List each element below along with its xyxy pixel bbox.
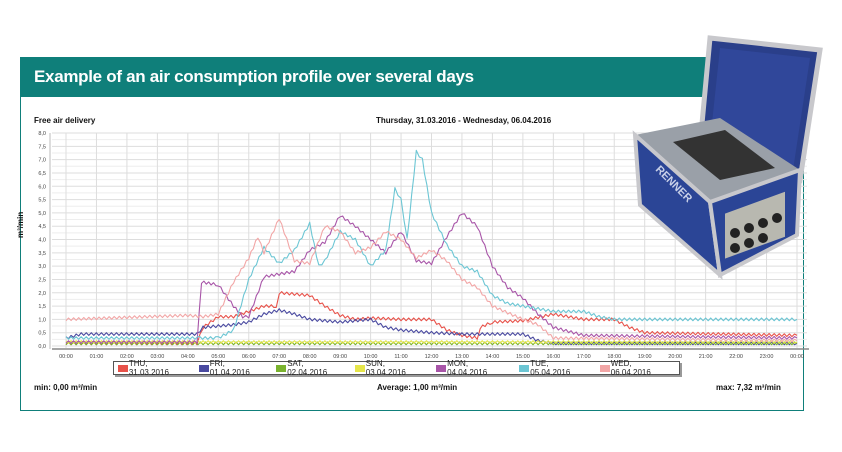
legend-item: FRI, 01.04.2016: [198, 359, 266, 377]
banner-title: Example of an air consumption profile ov…: [34, 67, 474, 86]
y-tick-label: 3,5: [38, 251, 46, 257]
legend-label: MON, 04.04.2016: [447, 359, 488, 377]
series-line-sat: [65, 341, 798, 346]
x-tick-label: 00:00: [59, 354, 73, 360]
y-tick-label: 1,5: [38, 304, 46, 310]
chart-title: Free air delivery: [34, 116, 96, 125]
x-tick-label: 06:00: [242, 354, 256, 360]
legend-label: THU, 31.03.2016: [128, 359, 169, 377]
legend-swatch: [599, 364, 610, 372]
legend-label: SAT, 02.04.2016: [287, 359, 328, 377]
x-tick-label: 16:00: [546, 354, 560, 360]
legend-label: FRI, 01.04.2016: [209, 359, 250, 377]
legend-swatch: [354, 364, 365, 372]
legend-item: TUE, 05.04.2016: [519, 359, 589, 377]
legend-item: WED, 06.04.2016: [599, 359, 673, 377]
x-tick-label: 11:00: [394, 354, 407, 360]
series-line-thu: [65, 291, 798, 346]
y-tick-label: 7,5: [38, 144, 46, 150]
legend-label: WED, 06.04.2016: [610, 359, 651, 377]
line-chart: 0,0 0,5 1,0 1,5 2,0 2,5 3,0 3,5 4,0 4,5 5,0 5,5 6,0 6…: [38, 131, 809, 360]
x-tick-label: 00:00: [790, 354, 804, 360]
y-tick-label: 2,5: [38, 277, 46, 283]
series-line-tue: [65, 149, 798, 340]
x-tick-label: 15:00: [516, 354, 530, 360]
y-tick-label: 6,0: [38, 184, 46, 190]
x-tick-label: 02:00: [120, 354, 134, 360]
x-tick-label: 08:00: [303, 354, 317, 360]
legend-label: SUN, 03.04.2016: [365, 359, 406, 377]
legend-swatch: [519, 364, 530, 372]
x-tick-label: 07:00: [272, 354, 286, 360]
x-tick-label: 05:00: [211, 354, 225, 360]
x-tick-label: 10:00: [364, 354, 378, 360]
series-line-wed: [65, 218, 798, 343]
x-tick-label: 21:00: [699, 354, 713, 360]
title-banner: Example of an air consumption profile ov…: [20, 57, 805, 97]
x-tick-label: 12:00: [425, 354, 439, 360]
max-stat: max: 7,32 m³/min: [716, 383, 781, 392]
x-tick-label: 13:00: [455, 354, 469, 360]
y-tick-label: 3,0: [38, 264, 46, 270]
legend-swatch: [276, 364, 287, 372]
x-tick-label: 04:00: [181, 354, 195, 360]
x-tick-label: 18:00: [607, 354, 621, 360]
y-tick-label: 7,0: [38, 158, 46, 164]
legend-swatch: [436, 364, 447, 372]
min-stat: min: 0,00 m³/min: [34, 383, 98, 392]
legend-swatch: [118, 364, 128, 372]
x-tick-label: 03:00: [150, 354, 164, 360]
air-flow-meter-case-photo: RENNER: [632, 35, 823, 280]
y-tick-label: 1,0: [38, 317, 46, 323]
y-tick-label: 5,0: [38, 211, 46, 217]
x-tick-label: 20:00: [668, 354, 682, 360]
y-tick-label: 0,5: [38, 331, 46, 337]
x-tick-label: 22:00: [729, 354, 743, 360]
x-tick-label: 14:00: [486, 354, 500, 360]
y-tick-label: 0,0: [38, 344, 46, 350]
x-tick-label: 01:00: [90, 354, 104, 360]
legend-label: TUE, 05.04.2016: [530, 359, 571, 377]
x-tick-label: 19:00: [638, 354, 652, 360]
legend-swatch: [198, 364, 209, 372]
y-tick-label: 6,5: [38, 171, 46, 177]
y-tick-label: 4,0: [38, 238, 46, 244]
chart-legend: THU, 31.03.2016 FRI, 01.04.2016 SAT, 02.04…: [113, 359, 680, 377]
legend-item: THU, 31.03.2016: [118, 359, 189, 377]
x-tick-label: 17:00: [577, 354, 591, 360]
x-tick-label: 09:00: [333, 354, 347, 360]
x-tick-label: 23:00: [760, 354, 774, 360]
chart-panel: [20, 57, 804, 411]
legend-item: MON, 04.04.2016: [436, 359, 509, 377]
y-tick-label: 8,0: [38, 131, 46, 137]
legend-item: SAT, 02.04.2016: [276, 359, 345, 377]
y-tick-label: 4,5: [38, 224, 46, 230]
series-line-fri: [65, 308, 798, 346]
legend-item: SUN, 03.04.2016: [354, 359, 426, 377]
series-line-mon: [65, 213, 798, 344]
chart-subtitle: Thursday, 31.03.2016 - Wednesday, 06.04.…: [376, 116, 552, 125]
y-tick-label: 5,5: [38, 198, 46, 204]
y-tick-label: 2,0: [38, 291, 46, 297]
average-stat: Average: 1,00 m³/min: [377, 383, 458, 392]
